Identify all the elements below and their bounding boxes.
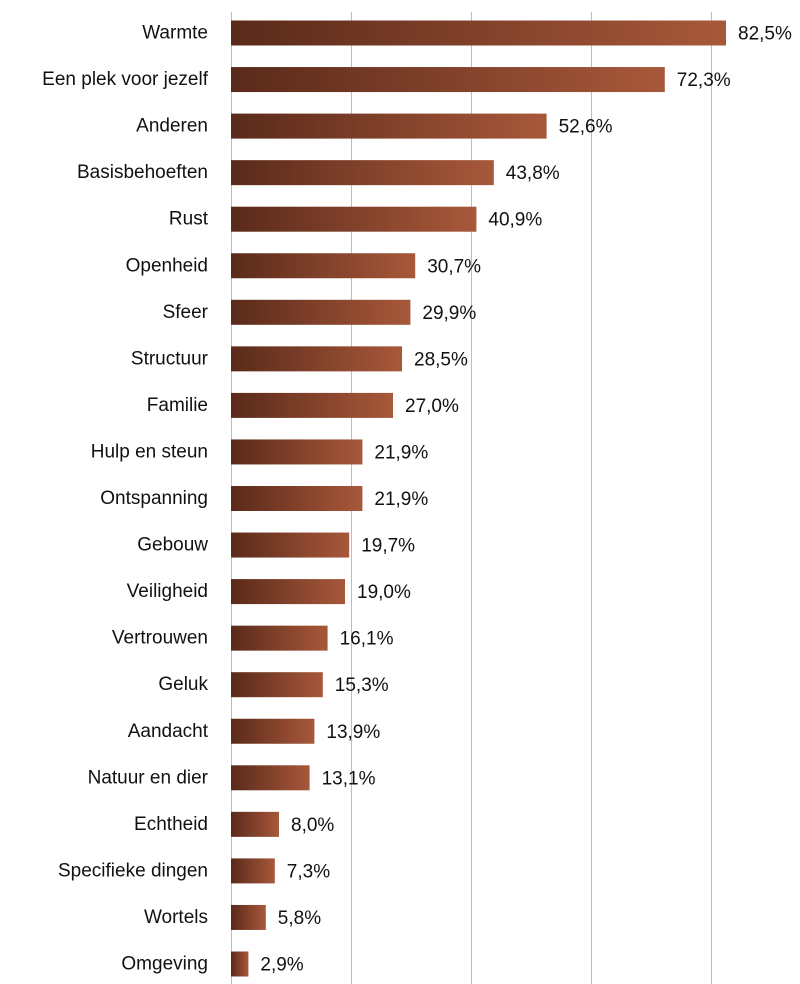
value-label: 19,7% [361,536,415,557]
bar-8 [231,346,402,372]
category-label: Veiligheid [127,581,208,602]
value-label: 8,0% [291,815,334,836]
bar-21 [231,951,249,977]
category-label: Familie [147,395,208,416]
labels: Warmte 82,5% Een plek voor jezelf 72,3% Ande… [42,23,792,976]
bars [231,20,726,977]
value-label: 2,9% [260,955,303,976]
category-label: Sfeer [163,302,209,323]
value-label: 19,0% [357,582,411,603]
value-label: 72,3% [677,70,731,91]
category-label: Vertrouwen [112,628,208,649]
value-label: 7,3% [287,861,330,882]
value-label: 21,9% [374,442,428,463]
value-label: 43,8% [506,163,560,184]
bar-3 [231,113,547,139]
category-label: Rust [169,209,209,230]
category-label: Geluk [158,674,208,695]
category-label: Openheid [126,255,208,276]
bar-16 [231,718,315,744]
bar-10 [231,439,363,465]
bar-19 [231,858,275,884]
bar-4 [231,160,494,186]
category-label: Een plek voor jezelf [42,69,209,90]
value-label: 40,9% [488,210,542,231]
value-label: 13,1% [322,768,376,789]
bar-5 [231,206,477,232]
category-label: Ontspanning [100,488,208,509]
value-label: 82,5% [738,24,792,45]
value-label: 5,8% [278,908,321,929]
category-label: Gebouw [137,535,208,556]
category-label: Specifieke dingen [58,860,208,881]
bar-15 [231,672,323,698]
category-label: Hulp en steun [91,441,208,462]
bar-2 [231,67,665,93]
category-label: Wortels [144,907,208,928]
category-label: Structuur [131,348,209,369]
bar-7 [231,299,411,325]
category-label: Aandacht [128,721,209,742]
category-label: Basisbehoeften [77,162,208,183]
value-label: 29,9% [422,303,476,324]
category-label: Omgeving [121,954,208,975]
bar-6 [231,253,416,279]
bar-1 [231,20,726,46]
category-label: Anderen [136,116,208,137]
value-label: 21,9% [374,489,428,510]
bar-14 [231,625,328,651]
value-label: 27,0% [405,396,459,417]
value-label: 52,6% [559,117,613,138]
value-label: 13,9% [326,722,380,743]
category-label: Natuur en dier [88,767,209,788]
category-label: Echtheid [134,814,208,835]
value-label: 16,1% [340,629,394,650]
bar-9 [231,392,393,418]
value-label: 15,3% [335,675,389,696]
bar-13 [231,579,345,605]
value-label: 28,5% [414,349,468,370]
bar-12 [231,532,350,558]
bar-11 [231,486,363,511]
bar-18 [231,811,279,837]
bar-20 [231,904,266,930]
value-label: 30,7% [427,256,481,277]
category-label: Warmte [142,23,208,44]
bar-17 [231,765,310,791]
